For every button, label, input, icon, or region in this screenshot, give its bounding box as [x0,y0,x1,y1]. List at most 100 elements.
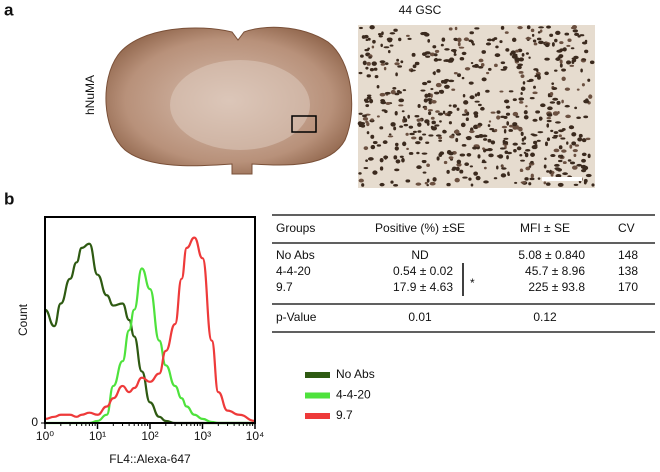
nucleus [536,37,542,41]
nucleus [380,62,386,66]
x-axis-title: FL4::Alexa-647 [109,452,191,466]
nucleus [415,182,422,186]
nucleus [561,99,564,104]
nucleus [554,69,558,72]
nucleus [574,32,580,36]
plot-frame [44,216,256,424]
nucleus [430,93,433,98]
nucleus [475,175,481,181]
nucleus [514,181,518,184]
nucleus [509,52,513,56]
nucleus [382,140,388,145]
nucleus [366,131,370,135]
nucleus [483,166,487,170]
nucleus [465,136,471,139]
nucleus [372,140,378,145]
nucleus [537,177,541,180]
nucleus [411,136,417,140]
nucleus [424,181,428,185]
nucleus [525,166,531,171]
nucleus [569,161,576,165]
nucleus [376,144,382,147]
nucleus [524,177,529,181]
nucleus [400,60,404,64]
nucleus [487,138,492,143]
nucleus [529,177,535,181]
nucleus [423,98,428,103]
nucleus [468,177,472,181]
nucleus [442,110,446,115]
nucleus [407,114,410,119]
nucleus [517,25,523,30]
nucleus [460,122,466,128]
nucleus [394,168,400,172]
nucleus [358,172,362,175]
nucleus [403,123,409,127]
nucleus [379,157,384,163]
nucleus [533,68,539,71]
nucleus [477,91,481,97]
nucleus [485,89,490,93]
nucleus [519,98,522,101]
nucleus [534,144,538,148]
inset-box [291,115,317,133]
nucleus [569,144,573,149]
nucleus [547,93,551,98]
nucleus [471,40,474,44]
panel-label: b [4,189,14,208]
nucleus [554,163,560,167]
nucleus [500,61,506,65]
nucleus [380,43,383,48]
nucleus [412,130,417,133]
nucleus [387,38,393,43]
nucleus [587,153,591,159]
nucleus [383,155,389,159]
nucleus [545,182,551,186]
nucleus [576,88,580,91]
nucleus [499,90,504,93]
nucleus [482,147,485,151]
x-tick-label: 10² [141,429,158,443]
nucleus [397,65,403,68]
nucleus [556,100,561,105]
nucleus [572,29,579,33]
nucleus [464,109,468,114]
nucleus [591,183,595,187]
nucleus [420,89,426,92]
nucleus [512,122,518,127]
nucleus [437,58,442,61]
nucleus [379,166,384,171]
nucleus [450,48,457,52]
nucleus [369,25,375,30]
nucleus [379,182,385,187]
nucleus [360,124,366,128]
histogram-line [44,242,255,425]
nucleus [379,60,386,64]
nucleus [405,179,411,183]
nucleus [433,53,438,57]
nucleus [552,97,559,101]
nucleus [585,98,589,103]
nucleus [394,146,399,151]
table-footer: 0.01 [408,310,432,324]
nucleus [529,97,535,100]
nucleus [546,170,550,173]
nucleus [406,147,409,151]
nucleus [436,68,441,73]
nucleus [499,40,503,44]
nucleus [526,80,533,83]
table-cell: 4-4-20 [276,264,311,278]
nucleus [453,72,458,75]
nucleus [557,182,564,187]
nucleus [544,141,548,147]
nucleus [508,90,514,93]
nucleus [401,110,405,113]
nucleus [525,52,529,55]
nucleus [481,50,487,54]
nucleus [503,115,508,119]
nucleus [426,184,429,187]
nucleus [394,111,398,116]
nucleus [363,98,369,102]
nucleus [441,37,446,42]
table-header: Groups [276,221,315,235]
